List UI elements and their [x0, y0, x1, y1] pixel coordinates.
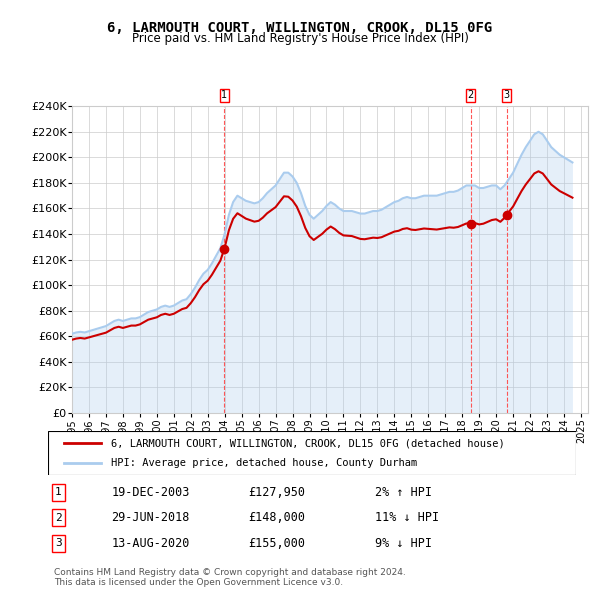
Text: HPI: Average price, detached house, County Durham: HPI: Average price, detached house, Coun…: [112, 458, 418, 467]
Text: 9% ↓ HPI: 9% ↓ HPI: [376, 537, 433, 550]
Text: 19-DEC-2003: 19-DEC-2003: [112, 486, 190, 499]
Text: Price paid vs. HM Land Registry's House Price Index (HPI): Price paid vs. HM Land Registry's House …: [131, 32, 469, 45]
Text: 13-AUG-2020: 13-AUG-2020: [112, 537, 190, 550]
Text: 3: 3: [503, 90, 509, 100]
Text: 1: 1: [221, 90, 227, 100]
Text: £155,000: £155,000: [248, 537, 305, 550]
Text: 1: 1: [55, 487, 62, 497]
Text: 29-JUN-2018: 29-JUN-2018: [112, 511, 190, 525]
Text: £127,950: £127,950: [248, 486, 305, 499]
Text: 6, LARMOUTH COURT, WILLINGTON, CROOK, DL15 0FG: 6, LARMOUTH COURT, WILLINGTON, CROOK, DL…: [107, 21, 493, 35]
Text: This data is licensed under the Open Government Licence v3.0.: This data is licensed under the Open Gov…: [54, 578, 343, 587]
Text: 2: 2: [467, 90, 473, 100]
Text: 2% ↑ HPI: 2% ↑ HPI: [376, 486, 433, 499]
Text: 3: 3: [55, 538, 62, 548]
Text: 11% ↓ HPI: 11% ↓ HPI: [376, 511, 439, 525]
Text: 6, LARMOUTH COURT, WILLINGTON, CROOK, DL15 0FG (detached house): 6, LARMOUTH COURT, WILLINGTON, CROOK, DL…: [112, 438, 505, 448]
Text: £148,000: £148,000: [248, 511, 305, 525]
Text: Contains HM Land Registry data © Crown copyright and database right 2024.: Contains HM Land Registry data © Crown c…: [54, 568, 406, 576]
Text: 2: 2: [55, 513, 62, 523]
FancyBboxPatch shape: [48, 431, 576, 475]
